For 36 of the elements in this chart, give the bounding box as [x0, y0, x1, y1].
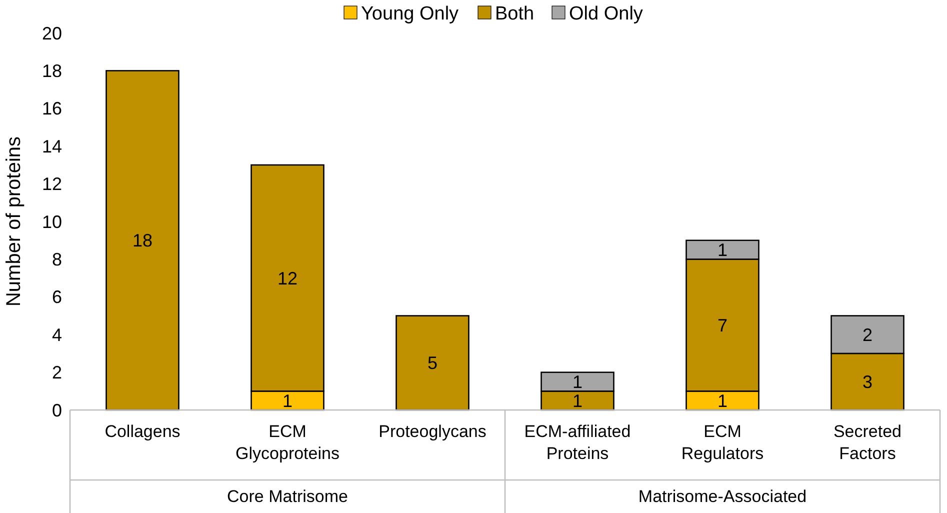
text: Matrisome-Associated — [638, 487, 807, 506]
data-label: 1 — [282, 390, 293, 411]
text: Core Matrisome — [227, 487, 348, 506]
legend-label: Both — [495, 4, 534, 25]
data-label: 2 — [862, 324, 873, 345]
bar — [396, 315, 470, 411]
legend-label: Young Only — [361, 4, 460, 25]
y-tick-label: 4 — [52, 324, 62, 345]
y-tick-label: 20 — [42, 23, 62, 44]
y-tick-label: 18 — [42, 61, 62, 81]
y-tick-label: 16 — [42, 98, 62, 119]
data-label: 5 — [427, 353, 438, 374]
legend-label: Old Only — [569, 4, 644, 25]
x-tick-label: Collagens — [104, 422, 180, 441]
data-label: 1 — [717, 240, 728, 260]
y-tick-label: 10 — [42, 212, 62, 232]
y-tick-label: 6 — [52, 287, 62, 308]
data-label: 1 — [717, 390, 728, 411]
x-tick-label: ECM Glycoproteins — [236, 422, 340, 463]
data-label: 1 — [572, 390, 583, 411]
x-tick-label: ECM-affiliated Proteins — [524, 422, 631, 463]
y-tick-label: 8 — [52, 250, 62, 270]
data-label: 18 — [132, 230, 153, 251]
data-label: 12 — [277, 268, 298, 288]
y-tick-label: 2 — [52, 362, 62, 383]
data-label: 7 — [717, 315, 728, 336]
data-label: 3 — [862, 372, 873, 392]
y-tick-label: 12 — [42, 174, 62, 194]
bar — [106, 70, 180, 411]
data-label: 1 — [572, 372, 583, 392]
y-tick-label: 0 — [52, 400, 62, 420]
y-tick-label: 14 — [42, 136, 62, 156]
y-axis-title: Number of proteins — [3, 136, 25, 307]
x-tick-label: ECM Regulators — [681, 422, 764, 463]
x-tick-label: Proteoglycans — [378, 422, 486, 441]
x-tick-label: Secreted Factors — [833, 422, 902, 463]
